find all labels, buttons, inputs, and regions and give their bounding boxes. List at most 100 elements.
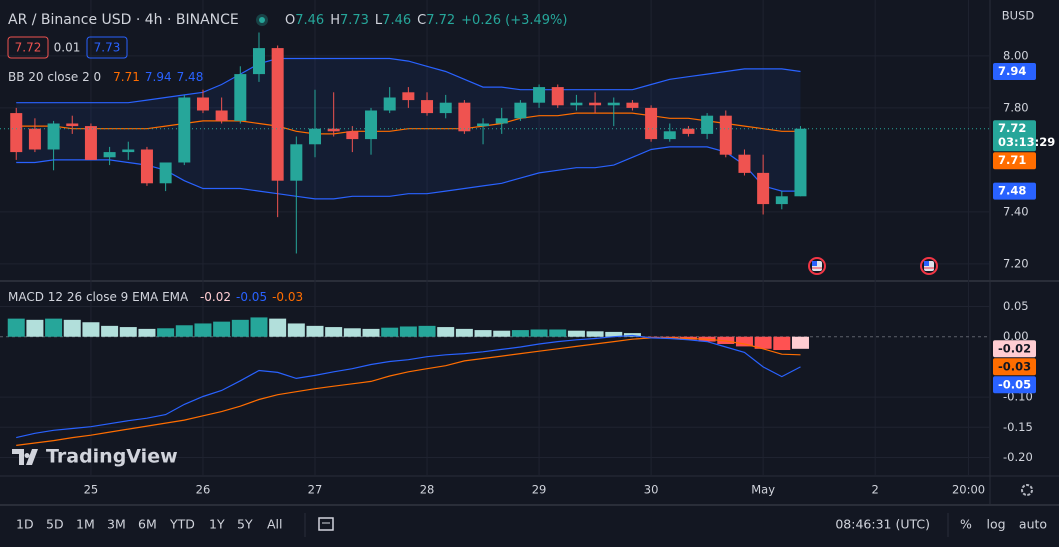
overlay: 7.20 7.40 7.80 8.00 25 26 27 28 29 30 May 2 20:00 AR … (7, 12, 1055, 532)
x-tick-label: 28 (420, 483, 435, 497)
histogram-bar (735, 336, 753, 347)
candle-body (626, 102, 639, 108)
range-button[interactable]: 1Y (209, 517, 225, 532)
ohlc-label: C (417, 13, 426, 28)
indicator-value: -0.05 (236, 290, 267, 304)
candle-body (346, 131, 359, 140)
candle-body (458, 102, 471, 132)
histogram-bar (362, 328, 380, 337)
candle-body (533, 87, 546, 103)
price-tag-label: 7.94 (998, 64, 1026, 78)
histogram-bar (530, 329, 548, 337)
price-tag (993, 152, 1036, 170)
ohlc-label: O (285, 13, 295, 28)
histogram-bar (175, 325, 193, 337)
option-button[interactable]: % (960, 517, 972, 532)
ohlc-value: 7.46 (295, 13, 324, 28)
price-tag (993, 120, 1036, 152)
histogram-bar (325, 327, 343, 337)
symbol-title: AR / Binance USD · 4h · BINANCE (8, 12, 239, 28)
ohlc-label: L (375, 13, 383, 28)
histogram-bar (231, 319, 249, 337)
candle-body (421, 100, 434, 114)
range-button[interactable]: 1D (16, 517, 34, 532)
ohlc-value: 7.46 (382, 13, 411, 28)
y-tick-label: 7.80 (1003, 100, 1029, 114)
range-button[interactable]: 5D (46, 517, 64, 532)
histogram-bar (567, 330, 585, 337)
candle-body (10, 113, 23, 153)
candle-body (140, 149, 153, 184)
candle-body (495, 118, 508, 124)
candle-body (309, 128, 321, 145)
range-button[interactable]: 1M (76, 517, 95, 532)
candle-body (290, 144, 303, 181)
indicator-value: -0.02 (200, 290, 231, 304)
option-button[interactable]: auto (1019, 517, 1047, 532)
compare-icon[interactable] (318, 517, 334, 531)
currency[interactable]: BUSD (1002, 9, 1035, 23)
candle-body (84, 126, 97, 160)
histogram-bar (250, 317, 268, 337)
candle-body (103, 152, 116, 158)
candle-body (327, 128, 340, 132)
price-tag-label: -0.02 (998, 341, 1031, 355)
histogram-bar (791, 336, 809, 349)
candle-body (477, 123, 490, 127)
candle-body (701, 115, 714, 134)
clock: 08:46:31 (UTC) (835, 517, 930, 532)
histogram-bar (119, 327, 137, 337)
x-tick-label: 27 (308, 483, 323, 497)
histogram-bar (605, 331, 623, 337)
histogram-bar (418, 325, 436, 337)
settings-icon[interactable] (1021, 484, 1033, 496)
histogram-bar (773, 336, 791, 351)
range-button[interactable]: 3M (107, 517, 126, 532)
candle-body (383, 97, 396, 111)
histogram-bar (101, 325, 119, 337)
candle-body (365, 110, 378, 140)
range-button[interactable]: 6M (138, 517, 157, 532)
option-button[interactable]: log (986, 517, 1005, 532)
y-tick-label: -0.15 (1003, 420, 1033, 434)
range-button[interactable]: All (267, 517, 283, 532)
x-tick-label: May (751, 483, 775, 497)
candle-body (178, 97, 191, 163)
price-tag-label: 7.72 (998, 121, 1026, 135)
x-tick-label: 29 (532, 483, 547, 497)
event-icon[interactable] (808, 257, 826, 275)
histogram-bar (381, 327, 399, 337)
ohlc-label: H (330, 13, 340, 28)
range-button[interactable]: 5Y (237, 517, 253, 532)
histogram-bar (642, 336, 660, 338)
event-icon[interactable] (920, 257, 938, 275)
indicator-name: BB 20 close 2 0 (8, 70, 101, 84)
x-tick-label: 2 (872, 483, 879, 497)
ohlc: O7.46 H7.73 L7.46 C7.72 +0.26 (+3.49%) (285, 13, 567, 28)
histogram-bar (157, 328, 175, 337)
histogram-bar (45, 318, 63, 337)
histogram-bar (511, 330, 529, 337)
price-tag (993, 340, 1036, 358)
candle-body (252, 48, 265, 75)
range-button[interactable]: YTD (169, 517, 195, 532)
histogram-bar (7, 318, 25, 337)
candle-body (757, 172, 770, 205)
candle-body (551, 87, 564, 106)
candle-body (589, 102, 602, 106)
quote-value: 7.72 (15, 41, 42, 55)
indicator-value: 7.48 (177, 70, 204, 84)
quote-box (7, 36, 49, 59)
price-tag-label: -0.03 (998, 359, 1031, 373)
histogram-bar (437, 327, 455, 337)
quote-box (86, 36, 128, 59)
candle-body (196, 97, 209, 111)
histogram-bar (63, 319, 81, 337)
histogram-bar (717, 336, 735, 344)
indicator-legend: BB 20 close 2 0 7.71 7.94 7.48 (8, 70, 203, 84)
price-tag-label: -0.05 (998, 377, 1031, 391)
candle-body (514, 102, 527, 119)
price-tag-label: 7.71 (998, 153, 1026, 167)
